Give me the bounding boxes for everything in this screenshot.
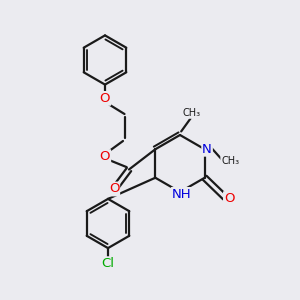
Text: CH₃: CH₃ <box>183 108 201 118</box>
Text: NH: NH <box>172 188 191 201</box>
Text: O: O <box>224 192 235 205</box>
Text: N: N <box>202 143 212 156</box>
Text: O: O <box>100 150 110 163</box>
Text: O: O <box>100 92 110 105</box>
Text: CH₃: CH₃ <box>221 156 239 166</box>
Text: O: O <box>109 182 119 196</box>
Text: Cl: Cl <box>101 257 115 270</box>
